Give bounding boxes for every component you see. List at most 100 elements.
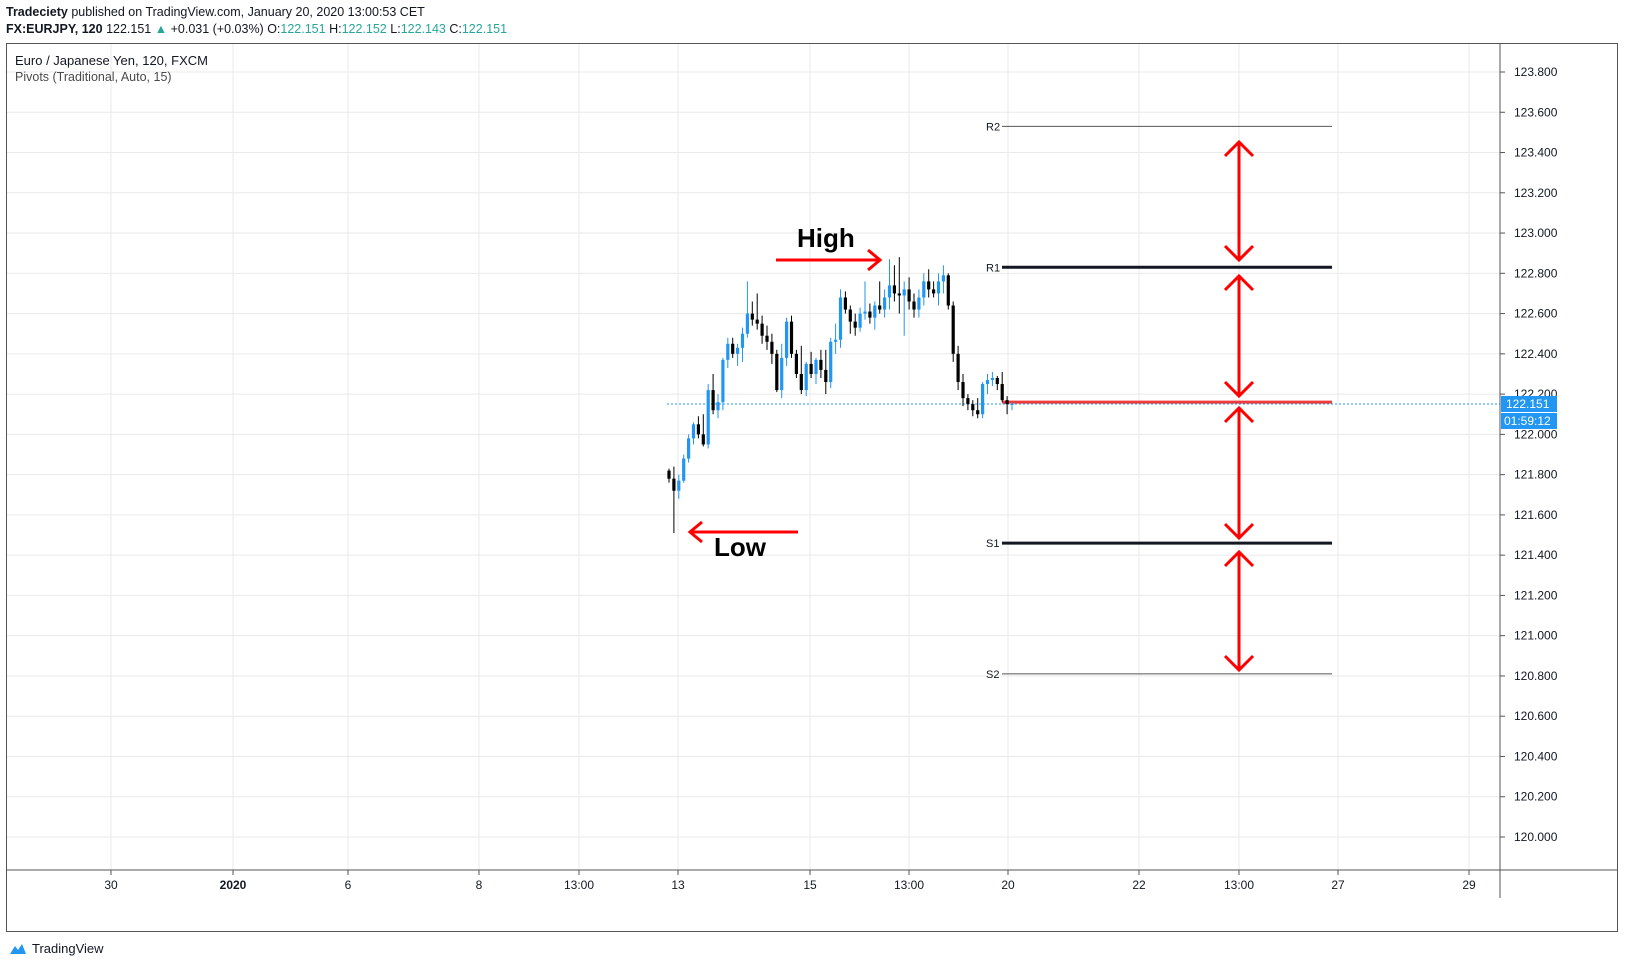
- symbol-label[interactable]: FX:EURJPY, 120: [6, 22, 103, 36]
- price-tick-label: 123.800: [1514, 65, 1558, 79]
- candle-body: [1010, 403, 1014, 405]
- brand-name: TradingView: [32, 941, 104, 956]
- candle-body: [789, 321, 794, 354]
- s1-s2-range-arrow-head-bottom: [1223, 654, 1255, 673]
- candle-body: [853, 321, 857, 328]
- candle-body: [985, 380, 990, 385]
- time-tick-label: 13:00: [1224, 878, 1254, 892]
- r1-r2-range-arrow-head-bottom: [1223, 244, 1255, 263]
- candle-body: [995, 378, 999, 385]
- candle-body: [829, 341, 833, 383]
- cloud-logo-icon: [10, 943, 26, 954]
- tradingview-logo[interactable]: TradingView: [8, 941, 104, 956]
- price-tick-label: 120.200: [1514, 790, 1558, 804]
- candle-body: [897, 293, 901, 296]
- price-tick-label: 122.800: [1514, 266, 1558, 280]
- candle-body: [843, 297, 847, 310]
- s1-s2-range-arrow-head-top: [1223, 549, 1255, 568]
- candle-body: [696, 424, 700, 435]
- candle-body: [765, 335, 769, 342]
- low-value: 122.143: [400, 22, 446, 36]
- price-tick-label: 120.400: [1514, 749, 1558, 763]
- price-tick-label: 123.400: [1514, 146, 1558, 160]
- candle-body: [976, 410, 980, 415]
- price-axis: 120.000 120.200 120.400 120.600 120.800 121.0…: [1499, 44, 1558, 898]
- high-label: H:: [329, 22, 342, 36]
- price-tick-label: 122.600: [1514, 307, 1558, 321]
- candle-body: [809, 363, 813, 374]
- publish-line: Tradeciety published on TradingView.com,…: [6, 5, 425, 19]
- price-tick-label: 120.800: [1514, 669, 1558, 683]
- candle-body: [745, 313, 749, 334]
- time-tick-label: 6: [345, 878, 352, 892]
- candle-body: [687, 438, 691, 459]
- price-tick-label: 123.000: [1514, 226, 1558, 240]
- last-price: 122.151: [106, 22, 152, 36]
- time-tick-label: 2020: [220, 878, 247, 892]
- candle-body: [1000, 384, 1004, 401]
- change-up-icon: ▲: [154, 22, 168, 36]
- quote-line: FX:EURJPY, 120 122.151 ▲ +0.031 (+0.03%)…: [6, 22, 507, 36]
- candle-body: [672, 478, 676, 491]
- chart-frame: [6, 43, 1618, 932]
- candle-body: [721, 359, 725, 403]
- high-annotation: High: [797, 223, 855, 253]
- candle-body: [858, 313, 862, 328]
- open-label: O:: [267, 22, 281, 36]
- candle-body: [726, 343, 730, 360]
- low-annotation: Low: [714, 532, 767, 562]
- annotation-arrows: High Low: [687, 139, 1255, 673]
- time-tick-label: 15: [803, 878, 817, 892]
- candle-body: [873, 305, 877, 318]
- price-tick-label: 121.600: [1514, 508, 1558, 522]
- candle-body: [824, 369, 828, 383]
- candle-body: [907, 289, 911, 302]
- countdown-badge: [1501, 412, 1557, 429]
- close-value: 122.151: [461, 22, 508, 36]
- price-tick-label: 121.000: [1514, 629, 1558, 643]
- price-tick-label: 121.200: [1514, 588, 1558, 602]
- candle-body: [878, 305, 882, 310]
- candle-body: [966, 398, 970, 405]
- candle-body: [887, 285, 892, 298]
- candle-body: [780, 357, 784, 391]
- chart-title[interactable]: Euro / Japanese Yen, 120, FXCM: [15, 53, 208, 68]
- candle-body: [956, 353, 960, 383]
- publish-text: published on TradingView.com, January 20…: [67, 5, 425, 19]
- candle-body: [711, 390, 715, 411]
- candles: [667, 257, 1014, 534]
- candle-body: [1005, 400, 1009, 405]
- time-tick-label: 8: [476, 878, 483, 892]
- candle-body: [868, 311, 872, 318]
- low-arrow-head: [687, 520, 703, 544]
- time-tick-label: 22: [1132, 878, 1146, 892]
- high-value: 122.152: [341, 22, 387, 36]
- candle-body: [971, 404, 975, 411]
- high-arrow-head: [867, 248, 883, 272]
- pivot-label-s1: S1: [986, 538, 999, 550]
- price-change: +0.031 (+0.03%): [170, 22, 264, 36]
- time-tick-label: 13: [671, 878, 685, 892]
- pivot-label-r1: R1: [986, 262, 1000, 274]
- candle-body: [716, 402, 720, 411]
- countdown-label: 01:59:12: [1504, 414, 1551, 428]
- candle-body: [951, 305, 955, 354]
- candle-body: [814, 359, 818, 374]
- pp-s1-range-arrow-head-top: [1223, 405, 1255, 424]
- candle-body: [946, 275, 950, 306]
- price-tick-label: 123.600: [1514, 105, 1558, 119]
- candle-body: [794, 353, 798, 374]
- price-tick-label: 122.000: [1514, 427, 1558, 441]
- candle-body: [706, 390, 710, 445]
- candle-body: [917, 297, 921, 310]
- pivot-label-s2: S2: [986, 669, 999, 681]
- price-tick-label: 121.800: [1514, 468, 1558, 482]
- candle-body: [981, 384, 985, 415]
- low-label: L:: [390, 22, 401, 36]
- pp-r1-range-arrow-head-bottom: [1223, 380, 1255, 399]
- candle-body: [990, 378, 994, 381]
- indicator-legend[interactable]: Pivots (Traditional, Auto, 15): [15, 70, 172, 84]
- candle-body: [804, 363, 808, 391]
- candle-body: [838, 297, 843, 340]
